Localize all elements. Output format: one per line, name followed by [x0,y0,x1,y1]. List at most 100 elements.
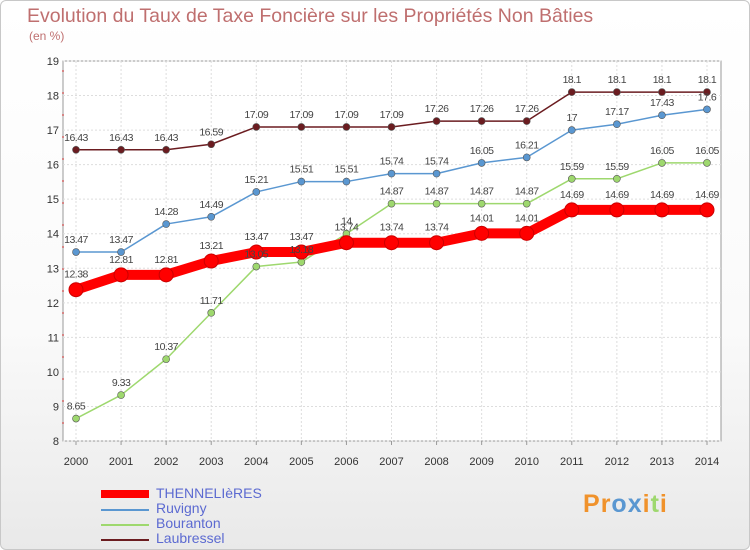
data-point [338,235,354,251]
data-label: 14.87 [470,186,494,198]
legend-swatch [101,524,149,526]
logo-letter: x [627,490,643,518]
data-labels: 16.43 16.43 16.43 16.59 17.09 17.09 17.09 17.09… [64,74,720,412]
data-point [248,244,264,260]
data-label: 9.33 [112,377,131,389]
data-label: 16.43 [109,132,133,144]
data-point [429,235,445,251]
x-tick-label: 2000 [64,456,88,468]
data-point [342,123,351,131]
data-point [432,117,441,125]
logo-letter: o [611,490,628,518]
y-tick-label: 13 [47,263,59,275]
data-label: 14.87 [380,186,404,198]
data-point [203,253,219,269]
x-tick-label: 2014 [695,456,719,468]
data-point [519,225,535,241]
data-point [567,175,576,183]
data-label: 17.26 [425,103,449,115]
data-label: 17.09 [244,109,268,121]
data-label: 17.17 [605,106,629,118]
data-label: 13.74 [425,222,449,234]
data-point [117,145,125,154]
data-label: 18.1 [653,74,672,86]
data-label: 16.43 [154,132,178,144]
data-point [113,267,129,283]
data-point [162,220,170,228]
data-point [207,140,216,149]
x-tick-label: 2003 [199,456,223,468]
data-point [68,282,84,298]
data-point [699,202,715,218]
data-point [477,117,486,125]
data-point [703,159,711,167]
data-point [207,309,216,317]
data-label: 15.21 [244,174,268,186]
data-point [297,258,306,266]
data-point [613,120,621,129]
data-point [613,88,621,96]
x-tick-label: 2007 [379,456,403,468]
data-label: 14.87 [515,186,539,198]
data-point [432,199,441,208]
data-label: 14.69 [605,189,629,201]
data-label: 15.51 [289,164,313,176]
data-label: 14.69 [650,189,674,201]
data-label: 17.09 [380,109,404,121]
data-point [252,123,261,131]
data-label: 14 [341,216,352,228]
data-label: 15.74 [380,156,404,168]
data-label: 17.26 [470,103,494,115]
data-point [72,145,80,154]
data-label: 12.81 [109,254,133,266]
x-tick-label: 2006 [334,456,358,468]
data-label: 17.09 [335,109,359,121]
data-label: 13.47 [64,234,88,246]
data-label: 16.05 [650,145,674,157]
data-label: 15.59 [605,161,629,173]
data-point [384,235,399,251]
data-label: 13.74 [380,222,404,234]
data-point [477,159,486,167]
x-tick-label: 2013 [650,456,674,468]
y-tick-label: 11 [48,332,59,344]
data-label: 12.38 [64,269,88,281]
data-point [703,88,711,96]
data-point [158,267,174,283]
legend-label: THENNELIèRES [156,485,262,501]
data-point [703,105,711,114]
logo-letter: P [583,490,601,518]
data-label: 13.47 [289,231,313,243]
x-tick-label: 2004 [244,456,268,468]
x-tick-label: 2008 [424,456,448,468]
data-point [207,213,216,221]
data-label: 13.05 [244,249,268,261]
chart-title: Evolution du Taux de Taxe Foncière sur l… [27,5,594,27]
data-label: 14.01 [470,212,494,224]
data-point [293,244,309,260]
logo-letter: r [600,490,612,518]
legend-item-thennelieres: THENNELIèRES [101,485,301,502]
x-tick-label: 2001 [109,456,133,468]
data-label: 13.47 [109,234,133,246]
data-point [162,355,170,363]
data-label: 17 [566,112,577,124]
y-tick-label: 8 [53,436,59,448]
data-label: 13.18 [289,244,313,256]
data-label: 14.28 [154,206,178,218]
logo-letter: i [642,490,651,518]
data-label: 16.21 [515,139,539,151]
data-label: 16.59 [199,126,223,138]
data-point [387,199,396,208]
y-tick-label: 12 [47,298,59,310]
y-tick-label: 18 [47,91,59,103]
data-label: 14.01 [515,212,539,224]
data-label: 10.37 [154,341,178,353]
legend-item-laubressel: Laubressel [101,530,301,547]
data-point [117,248,125,256]
y-tick-label: 9 [53,401,59,413]
data-point [72,248,80,256]
x-tick-label: 2011 [560,456,584,468]
data-label: 13.74 [335,222,359,234]
